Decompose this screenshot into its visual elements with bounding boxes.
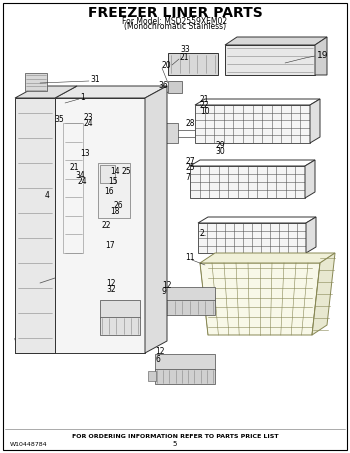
Text: 34: 34 <box>75 170 85 179</box>
Bar <box>98 163 130 218</box>
Bar <box>148 371 156 381</box>
Bar <box>190 166 305 198</box>
Text: 20: 20 <box>162 62 172 71</box>
Text: 30: 30 <box>215 148 225 156</box>
Text: W10448784: W10448784 <box>10 442 48 447</box>
Text: 21: 21 <box>180 53 189 62</box>
Text: 4: 4 <box>45 191 50 199</box>
Bar <box>155 354 215 370</box>
Text: 27: 27 <box>185 156 195 165</box>
Text: 13: 13 <box>80 149 90 158</box>
Polygon shape <box>310 99 320 143</box>
Bar <box>168 81 182 93</box>
Text: 14: 14 <box>110 167 120 175</box>
Text: 29: 29 <box>215 141 225 150</box>
Text: 17: 17 <box>105 241 115 250</box>
Bar <box>165 287 215 301</box>
Text: 22: 22 <box>200 101 210 111</box>
Polygon shape <box>15 86 77 98</box>
Polygon shape <box>305 160 315 198</box>
Text: 35: 35 <box>54 116 64 125</box>
Polygon shape <box>315 37 327 75</box>
Text: 19: 19 <box>317 50 329 59</box>
Bar <box>25 73 47 91</box>
Text: 25: 25 <box>185 164 195 173</box>
Circle shape <box>35 273 45 283</box>
Polygon shape <box>306 217 316 253</box>
Bar <box>100 165 115 183</box>
Text: 22: 22 <box>102 221 112 230</box>
Bar <box>198 223 306 253</box>
Text: 1: 1 <box>80 92 85 101</box>
Text: 36: 36 <box>158 81 168 90</box>
Text: 12: 12 <box>155 347 164 357</box>
Text: 12: 12 <box>162 281 172 290</box>
Text: 33: 33 <box>180 45 190 54</box>
Text: 9: 9 <box>162 288 167 297</box>
Text: 32: 32 <box>106 285 116 294</box>
Text: 11: 11 <box>185 254 195 262</box>
Text: 21: 21 <box>200 96 210 105</box>
Text: 7: 7 <box>185 173 190 183</box>
Text: 21: 21 <box>70 164 79 173</box>
Text: (Monochromatic Stainless): (Monochromatic Stainless) <box>124 21 226 30</box>
Text: 24: 24 <box>78 178 88 187</box>
Polygon shape <box>312 253 335 335</box>
Bar <box>100 317 140 335</box>
Bar <box>100 300 140 318</box>
Bar <box>63 123 83 253</box>
Polygon shape <box>200 263 320 335</box>
Text: 10: 10 <box>200 107 210 116</box>
Text: 23: 23 <box>84 112 94 121</box>
Circle shape <box>64 109 72 117</box>
Polygon shape <box>55 98 145 353</box>
Text: 15: 15 <box>108 177 118 185</box>
Polygon shape <box>168 53 218 75</box>
Polygon shape <box>200 253 335 263</box>
Text: 25: 25 <box>122 167 132 175</box>
Text: 28: 28 <box>185 120 195 129</box>
Text: 2: 2 <box>200 228 205 237</box>
Polygon shape <box>225 37 327 45</box>
Polygon shape <box>145 86 167 353</box>
Polygon shape <box>15 98 55 353</box>
Text: FREEZER LINER PARTS: FREEZER LINER PARTS <box>88 6 262 20</box>
Polygon shape <box>55 86 167 98</box>
Text: For Model: MSD2559XEM02: For Model: MSD2559XEM02 <box>122 16 228 25</box>
Text: 6: 6 <box>155 355 160 363</box>
Text: 16: 16 <box>104 187 114 196</box>
Text: 18: 18 <box>110 207 119 217</box>
Text: 24: 24 <box>84 120 94 129</box>
Text: 26: 26 <box>113 201 122 209</box>
Polygon shape <box>225 45 315 75</box>
Text: 12: 12 <box>106 279 116 288</box>
Bar <box>165 300 215 315</box>
Text: 5: 5 <box>173 441 177 447</box>
Bar <box>195 105 310 143</box>
Bar <box>162 123 178 143</box>
Text: FOR ORDERING INFORMATION REFER TO PARTS PRICE LIST: FOR ORDERING INFORMATION REFER TO PARTS … <box>72 434 278 439</box>
Text: 31: 31 <box>90 74 100 83</box>
Bar <box>155 369 215 384</box>
